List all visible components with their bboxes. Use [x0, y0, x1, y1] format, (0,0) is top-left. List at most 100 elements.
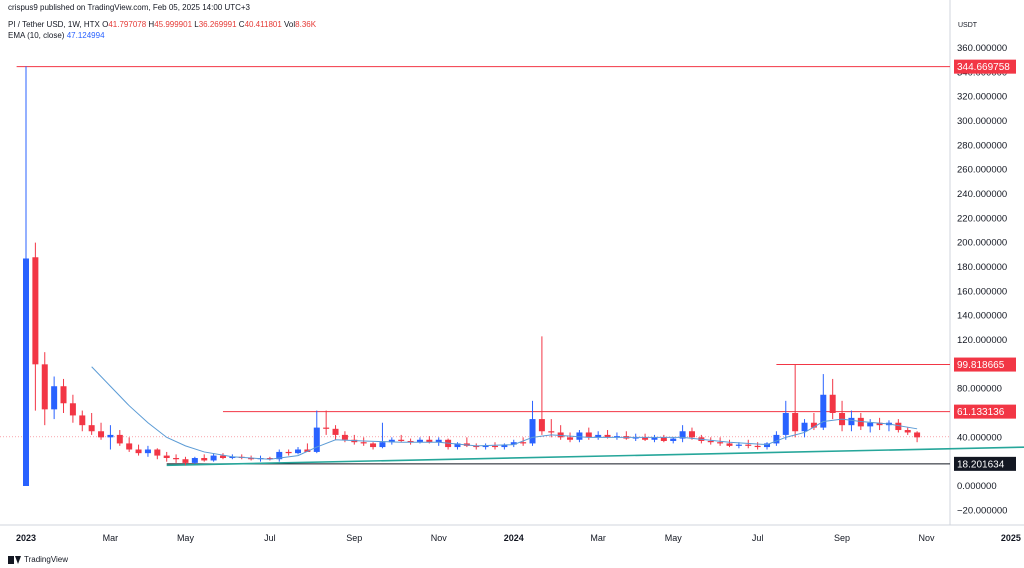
- candle-down: [41, 364, 48, 410]
- price-label-box: [954, 357, 1016, 372]
- candle-up: [595, 434, 602, 438]
- candle-down: [285, 451, 292, 454]
- x-tick-label: May: [665, 533, 683, 543]
- candle-down: [585, 432, 592, 438]
- candle-down: [219, 455, 226, 459]
- candle-up: [735, 444, 742, 446]
- candle-up: [632, 437, 639, 439]
- price-label-text: 61.133136: [957, 407, 1005, 418]
- candle-down: [567, 437, 574, 440]
- tradingview-logo-icon: [8, 555, 21, 564]
- x-tick-label: 2024: [504, 533, 524, 543]
- ema-legend: EMA (10, close) 47.124994: [8, 31, 105, 40]
- candle-up: [482, 445, 489, 448]
- close-value: 40.411801: [244, 20, 282, 29]
- y-tick-label: 300.000000: [957, 116, 1007, 127]
- candle-down: [182, 459, 189, 463]
- candle-down: [407, 440, 414, 443]
- y-tick-label: 320.000000: [957, 92, 1007, 103]
- candle-down: [660, 437, 667, 441]
- candle-down: [360, 442, 367, 444]
- candle-down: [557, 432, 564, 438]
- y-tick-label: 180.000000: [957, 262, 1007, 273]
- candle-up: [848, 417, 855, 426]
- price-label-text: 99.818665: [957, 360, 1005, 371]
- candle-down: [829, 394, 836, 413]
- x-tick-label: Jul: [752, 533, 764, 543]
- candle-up: [576, 432, 583, 440]
- candle-up: [867, 422, 874, 427]
- x-tick-label: Sep: [834, 533, 850, 543]
- candle-up: [801, 422, 808, 432]
- candle-down: [904, 430, 911, 433]
- candle-down: [857, 417, 864, 427]
- tradingview-logo[interactable]: TradingView: [8, 555, 68, 564]
- y-tick-label: 40.000000: [957, 432, 1002, 443]
- candle-down: [332, 428, 339, 435]
- close-label: C: [238, 20, 245, 29]
- candle-down: [201, 458, 208, 461]
- y-tick-label: 240.000000: [957, 189, 1007, 200]
- candle-up: [454, 443, 461, 448]
- candle-down: [135, 449, 142, 454]
- candle-up: [510, 442, 517, 445]
- price-label: 99.818665: [954, 357, 1016, 372]
- high-label: H: [148, 20, 155, 29]
- candle-up: [379, 442, 386, 448]
- tradingview-logo-text: TradingView: [24, 555, 69, 564]
- candle-down: [473, 445, 480, 448]
- candle-down: [116, 434, 123, 444]
- x-axis: 2023 Mar May Jul Sep Nov 2024 Mar May Jul Sep Nov 20…: [16, 533, 1021, 543]
- candle-up: [529, 419, 536, 444]
- candle-down: [548, 431, 555, 433]
- y-tick-label: 120.000000: [957, 335, 1007, 346]
- candle-down: [538, 419, 545, 432]
- candle-down: [398, 439, 405, 441]
- x-tick-label: Jul: [264, 533, 276, 543]
- candle-down: [266, 458, 273, 460]
- candle-up: [820, 394, 827, 428]
- ema-line: [91, 366, 918, 460]
- x-tick-label: Nov: [918, 533, 935, 543]
- price-label: 61.133136: [954, 404, 1016, 419]
- publisher-line: crispus9 published on TradingView.com, F…: [8, 3, 250, 12]
- x-tick-label: Sep: [346, 533, 362, 543]
- candle-down: [69, 403, 76, 416]
- candle-up: [295, 449, 302, 454]
- candle-down: [726, 443, 733, 446]
- candle-down: [604, 434, 611, 438]
- candle-down: [520, 442, 527, 444]
- trendline-layer: [166, 446, 1024, 467]
- volume-label: Vol: [284, 20, 296, 29]
- candle-up: [416, 439, 423, 443]
- ema-value: 47.124994: [66, 31, 105, 40]
- candle-up: [782, 413, 789, 435]
- candle-down: [79, 415, 86, 426]
- candle-down: [126, 443, 133, 450]
- candle-down: [32, 257, 39, 365]
- volume-value: 8.36K: [295, 20, 317, 29]
- price-label-text: 344.669758: [957, 62, 1010, 73]
- low-label: L: [194, 20, 199, 29]
- candle-up: [229, 456, 236, 459]
- price-label-box: [954, 456, 1016, 471]
- candle-down: [154, 449, 161, 456]
- candle-down: [248, 458, 255, 460]
- x-tick-label: Mar: [103, 533, 119, 543]
- ema-layer: [91, 366, 918, 460]
- price-label: 18.201634: [954, 456, 1016, 471]
- ema-label: EMA (10, close): [8, 31, 65, 40]
- symbol-ohlc-line: PI / Tether USD, 1W, HTX O41.797078 H45.…: [8, 20, 316, 29]
- candle-up: [679, 431, 686, 439]
- candle-up: [210, 455, 217, 461]
- candle-down: [426, 439, 433, 443]
- open-value: 41.797078: [108, 20, 147, 29]
- candle-down: [98, 431, 105, 438]
- price-label-box: [954, 59, 1016, 74]
- candle-up: [613, 436, 620, 438]
- y-tick-label: 80.000000: [957, 384, 1002, 395]
- candle-up: [773, 434, 780, 444]
- candle-down: [876, 422, 883, 426]
- candle-down: [60, 386, 67, 404]
